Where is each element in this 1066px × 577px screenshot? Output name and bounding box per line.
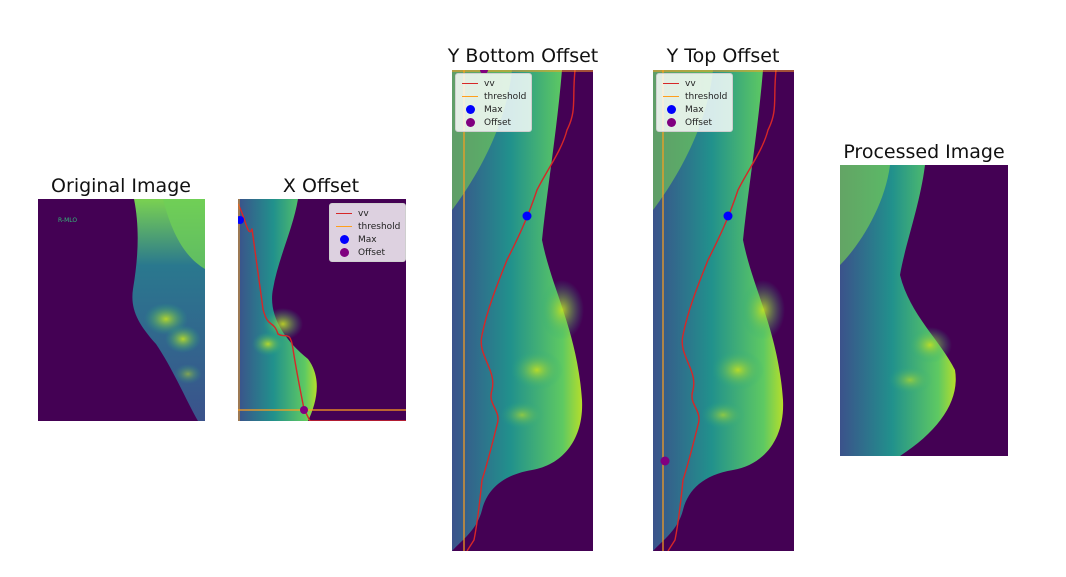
y-bottom-offset-title: Y Bottom Offset: [447, 45, 599, 67]
legend-item-offset: Offset: [662, 116, 727, 129]
legend-item-max: Max: [662, 103, 727, 116]
x-offset-legend: vv threshold Max Offset: [329, 203, 407, 262]
legend-item-threshold: threshold: [461, 90, 526, 103]
x-offset-title: X Offset: [282, 175, 360, 197]
legend-item-vv: vv: [335, 207, 400, 220]
y-top-offset-legend: vv threshold Max Offset: [656, 73, 734, 132]
legend-item-vv: vv: [461, 77, 526, 90]
legend-item-offset: Offset: [461, 116, 526, 129]
legend-item-vv: vv: [662, 77, 727, 90]
legend-item-threshold: threshold: [662, 90, 727, 103]
y-bottom-offset-panel: [452, 70, 593, 551]
y-top-offset-title: Y Top Offset: [666, 45, 780, 67]
y-top-offset-panel: [653, 70, 794, 551]
original-image-panel: R-MLO: [38, 199, 205, 421]
processed-image-panel: [840, 165, 1008, 456]
legend-item-threshold: threshold: [335, 220, 400, 233]
view-label: R-MLO: [58, 217, 78, 224]
y-bottom-offset-legend: vv threshold Max Offset: [455, 73, 533, 132]
processed-image-title: Processed Image: [843, 141, 1005, 163]
original-image-title: Original Image: [51, 175, 191, 197]
legend-item-offset: Offset: [335, 246, 400, 259]
legend-item-max: Max: [461, 103, 526, 116]
legend-item-max: Max: [335, 233, 400, 246]
